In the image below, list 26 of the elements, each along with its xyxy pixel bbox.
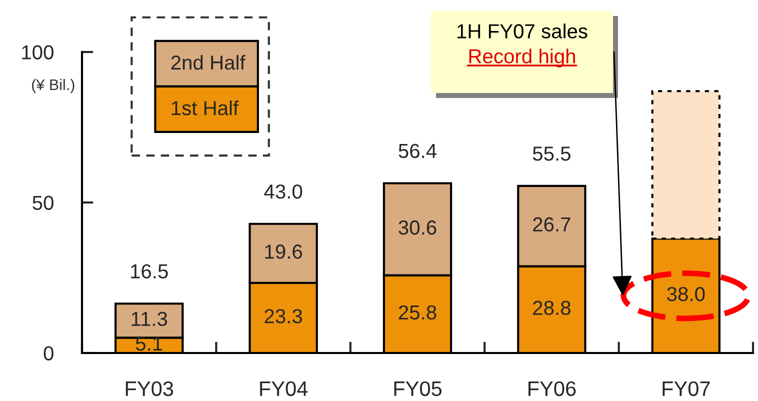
data-label: 28.8 — [533, 300, 570, 316]
annotation: Record high — [469, 48, 575, 68]
total-label: 56.4 — [398, 144, 437, 158]
text: 1st Half — [172, 100, 239, 116]
x-tick-label: FY05 — [394, 381, 442, 396]
data-label: 23.3 — [264, 309, 302, 324]
total-label: 43.0 — [264, 184, 302, 199]
y-axis-title: (¥ Bil.) — [32, 78, 74, 94]
data-label: 26.7 — [533, 217, 570, 232]
text: 2nd Half — [171, 54, 246, 70]
x-tick-label: FY03 — [126, 381, 174, 396]
y-tick-label: 100 — [22, 45, 54, 60]
x-tick-label: FY04 — [260, 381, 308, 396]
data-label: 5.1 — [136, 336, 162, 351]
y-tick-label: 0 — [44, 346, 54, 360]
y-tick-label: 50 — [32, 196, 54, 210]
data-label: 38.0 — [667, 286, 705, 302]
total-label: 16.5 — [131, 264, 168, 278]
data-label: 19.6 — [265, 244, 302, 259]
x-tick-label: FY06 — [528, 381, 576, 396]
text: 1H FY07 sales — [457, 24, 588, 38]
total-label: 55.5 — [532, 146, 570, 161]
data-label: 30.6 — [398, 220, 436, 235]
data-label: 11.3 — [132, 312, 168, 326]
x-tick-label: FY07 — [662, 381, 710, 396]
data-label: 25.8 — [398, 305, 436, 320]
